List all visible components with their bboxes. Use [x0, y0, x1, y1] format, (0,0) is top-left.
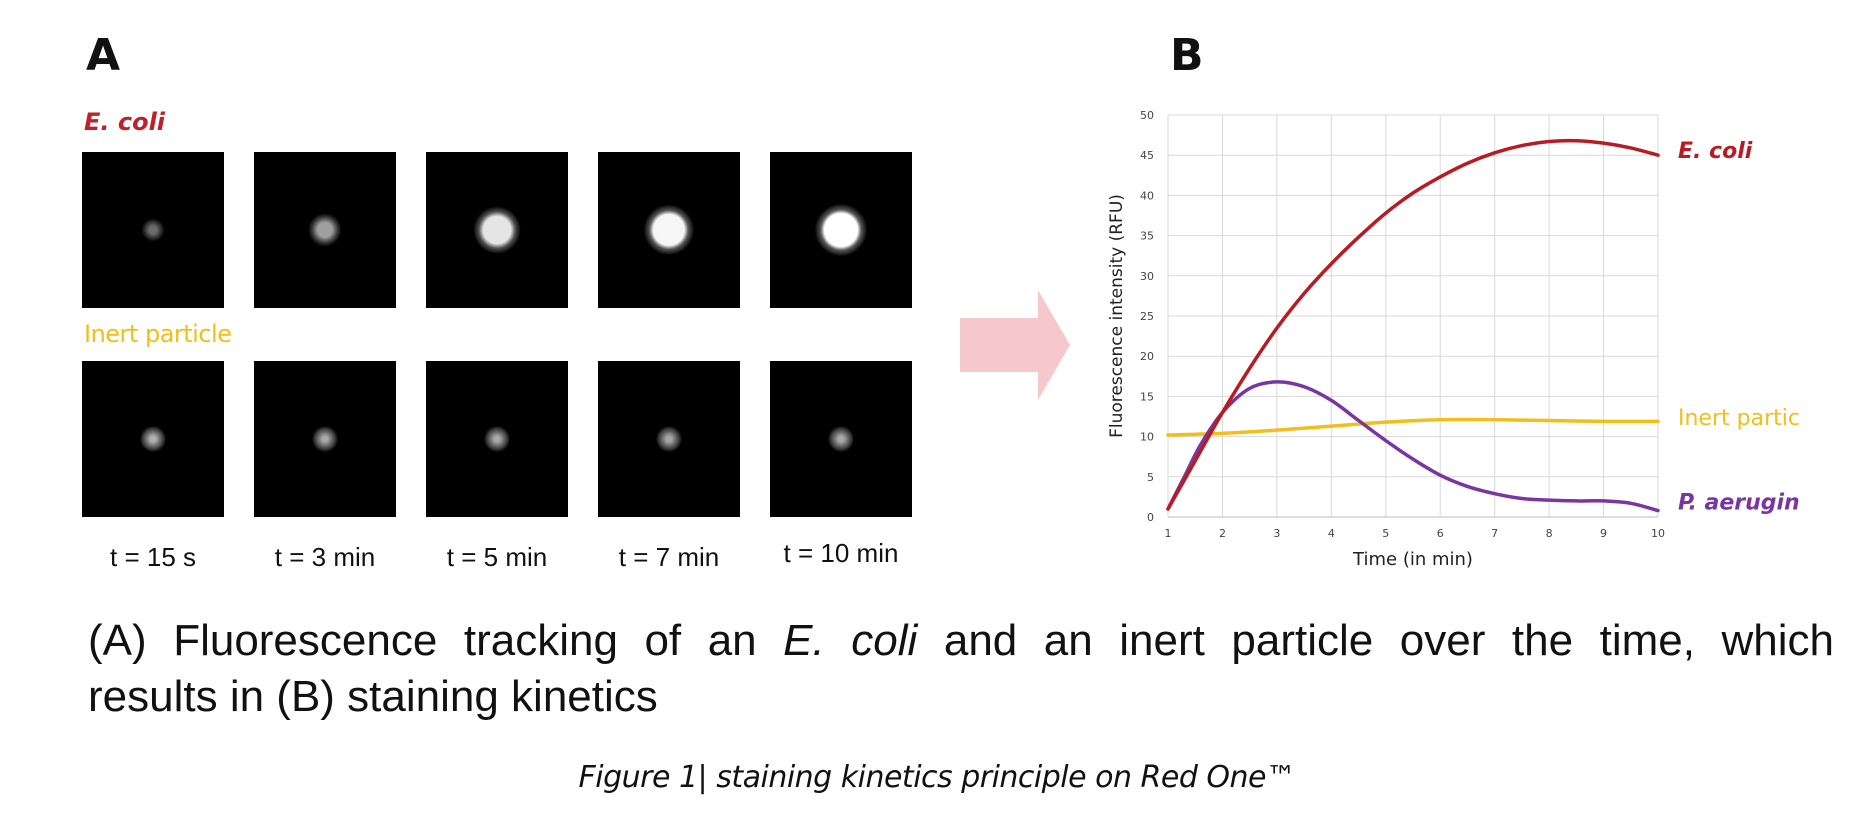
time-label-4: t = 7 min — [618, 542, 720, 572]
x-tick-label: 1 — [1165, 527, 1172, 540]
figure-description: (A) Fluorescence tracking of an E. coli … — [88, 613, 1834, 725]
inert-tile-4 — [598, 361, 740, 517]
ecoli-spot-1 — [141, 218, 165, 242]
x-tick-label: 4 — [1328, 527, 1335, 540]
time-label-2: t = 3 min — [274, 542, 376, 572]
inert-spot-2 — [312, 426, 338, 452]
series-label-inert-particle: Inert particle — [1678, 406, 1800, 431]
y-tick-label: 20 — [1140, 350, 1154, 363]
ecoli-tile-2 — [254, 152, 396, 308]
caption-line-2: results in (B) staining kinetics — [88, 672, 658, 721]
time-label-1: t = 15 s — [110, 542, 196, 572]
inert-tile-1 — [82, 361, 224, 517]
inert-row-label: Inert particle — [84, 320, 232, 348]
ecoli-tile-4 — [598, 152, 740, 308]
y-tick-label: 15 — [1140, 390, 1154, 403]
ecoli-tile-3 — [426, 152, 568, 308]
series-label-p-aeruginosa: P. aeruginosa — [1678, 491, 1800, 516]
inert-tile-2 — [254, 361, 396, 517]
ecoli-spot-3 — [473, 206, 521, 254]
y-tick-label: 45 — [1140, 149, 1154, 162]
series-line-e-coli — [1166, 138, 1660, 511]
figure-caption: Figure 1| staining kinetics principle on… — [578, 760, 1297, 795]
series-label-e-coli: E. coli — [1678, 139, 1753, 164]
inert-spot-1 — [140, 426, 166, 452]
arrow-icon — [960, 290, 1070, 400]
y-tick-label: 35 — [1140, 230, 1154, 243]
time-label-5: t = 10 min — [783, 538, 899, 568]
series-line-p-aeruginosa — [1166, 380, 1660, 513]
x-tick-label: 10 — [1651, 527, 1665, 540]
inert-tile-3 — [426, 361, 568, 517]
inert-spot-3 — [484, 426, 510, 452]
ecoli-tile-1 — [82, 152, 224, 308]
x-tick-label: 8 — [1546, 527, 1553, 540]
time-label-3: t = 5 min — [446, 542, 548, 572]
inert-tile-5 — [770, 361, 912, 517]
x-tick-label: 3 — [1273, 527, 1280, 540]
y-tick-label: 50 — [1140, 109, 1154, 122]
y-tick-label: 5 — [1147, 471, 1154, 484]
ecoli-row-label: E. coli — [84, 108, 166, 136]
ecoli-spot-5 — [815, 204, 867, 256]
series-line-inert-particle — [1166, 417, 1660, 437]
x-tick-label: 9 — [1600, 527, 1607, 540]
ecoli-tile-5 — [770, 152, 912, 308]
y-axis-label: Fluorescence intensity (RFU) — [1107, 194, 1127, 438]
x-axis-label: Time (in min) — [1352, 549, 1473, 570]
y-tick-label: 40 — [1140, 189, 1154, 202]
x-tick-label: 6 — [1437, 527, 1444, 540]
y-tick-label: 10 — [1140, 431, 1154, 444]
x-tick-label: 5 — [1382, 527, 1389, 540]
x-tick-label: 7 — [1491, 527, 1498, 540]
ecoli-spot-4 — [643, 204, 695, 256]
panel-a-label: A — [86, 30, 121, 81]
inert-spot-5 — [828, 426, 854, 452]
y-tick-label: 25 — [1140, 310, 1154, 323]
x-tick-label: 2 — [1219, 527, 1226, 540]
y-tick-label: 0 — [1147, 511, 1154, 524]
inert-spot-4 — [656, 426, 682, 452]
caption-line-1: (A) Fluorescence tracking of an E. coli … — [88, 616, 1834, 665]
y-tick-label: 30 — [1140, 270, 1154, 283]
caption-ecoli-italic: E. coli — [783, 616, 918, 665]
panel-b-label: B — [1170, 30, 1204, 81]
ecoli-spot-2 — [308, 213, 342, 247]
